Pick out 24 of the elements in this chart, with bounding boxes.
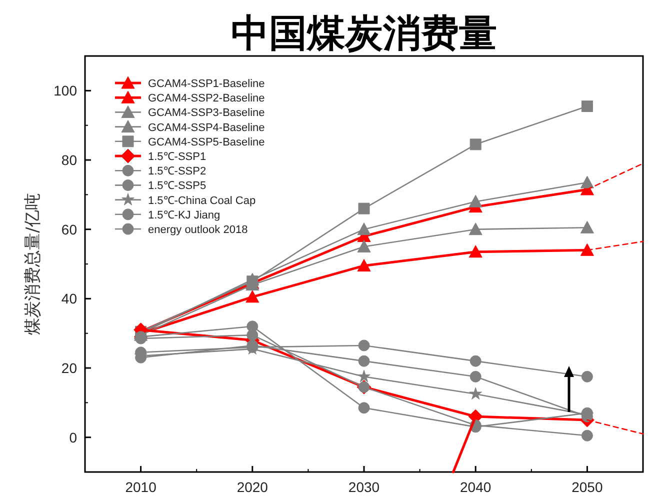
x-tick-label: 2030 xyxy=(348,479,380,495)
x-tick-label: 2010 xyxy=(125,479,157,495)
legend-label: GCAM4-SSP1-Baseline xyxy=(148,78,265,90)
legend-label: GCAM4-SSP2-Baseline xyxy=(148,92,265,105)
legend-label: 1.5℃-China Coal Cap xyxy=(148,194,256,207)
y-tick-label: 60 xyxy=(61,221,78,238)
legend-label: 1.5℃-KJ Jiang xyxy=(148,209,220,222)
x-tick-label: 2020 xyxy=(236,479,268,495)
legend-label: 1.5℃-SSP1 xyxy=(148,151,206,163)
y-tick-label: 80 xyxy=(61,152,78,168)
y-axis-title: 煤炭消费总量/亿吨 xyxy=(23,193,43,335)
y-tick-label: 20 xyxy=(61,360,78,376)
legend-label: GCAM4-SSP3-Baseline xyxy=(148,107,265,120)
legend-label: 1.5℃-SSP2 xyxy=(148,166,206,178)
chart-title: 中国煤炭消费量 xyxy=(231,11,497,55)
legend-label: 1.5℃-SSP5 xyxy=(148,180,206,192)
legend-label: GCAM4-SSP5-Baseline xyxy=(148,136,265,148)
y-tick-label: 0 xyxy=(69,429,78,446)
legend-label: GCAM4-SSP4-Baseline xyxy=(148,122,265,134)
legend-label: energy outlook 2018 xyxy=(148,224,248,236)
x-tick-label: 2050 xyxy=(572,479,603,495)
y-tick-label: 40 xyxy=(61,290,78,307)
y-tick-label: 100 xyxy=(54,82,78,99)
x-tick-label: 2040 xyxy=(460,479,492,495)
